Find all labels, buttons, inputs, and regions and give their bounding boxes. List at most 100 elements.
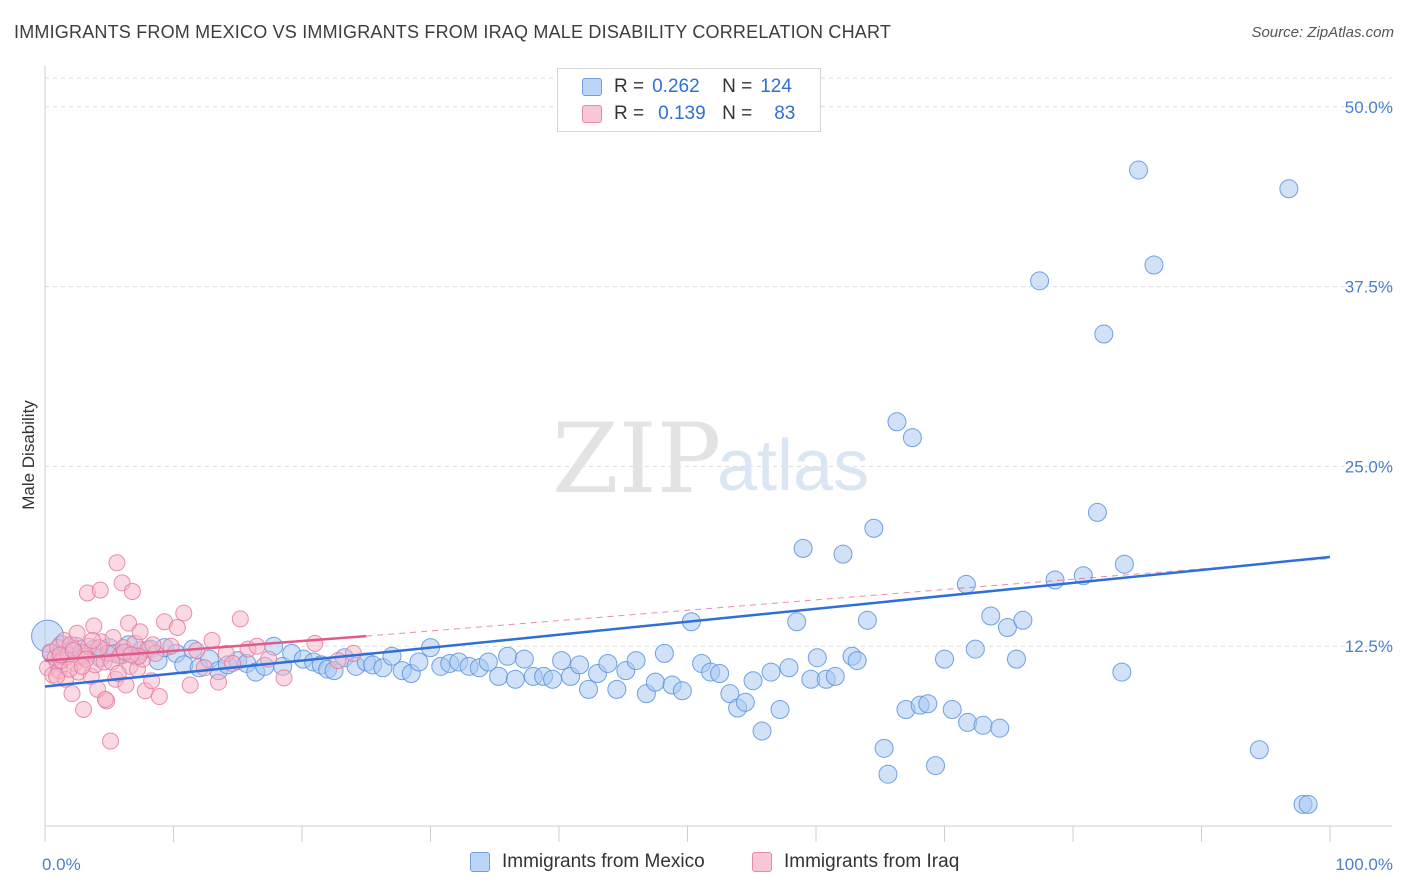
legend-r-value: 0.139 [658,103,706,124]
mexico-point[interactable] [743,671,763,691]
mexico-point[interactable] [672,681,692,701]
iraq-point[interactable] [75,700,93,718]
iraq-point[interactable] [96,690,114,708]
iraq-point[interactable] [344,644,362,662]
mexico-point[interactable] [1144,255,1164,275]
mexico-point[interactable] [825,666,845,686]
mexico-point[interactable] [973,715,993,735]
watermark: ZIP atlas [552,403,869,515]
mexico-point[interactable] [874,738,894,758]
mexico-point[interactable] [579,679,599,699]
mexico-point[interactable] [543,669,563,689]
iraq-point[interactable] [84,631,102,649]
mexico-point[interactable] [1013,610,1033,630]
mexico-point[interactable] [626,651,646,671]
mexico-trend-line [44,555,1331,688]
mexico-point[interactable] [926,756,946,776]
iraq-point[interactable] [63,685,81,703]
series-legend-iraq[interactable]: Immigrants from Iraq [752,851,959,873]
mexico-point[interactable] [878,764,898,784]
mexico-point[interactable] [1006,649,1026,669]
iraq-point[interactable] [203,631,221,649]
iraq-point[interactable] [144,636,162,654]
mexico-point[interactable] [1030,271,1050,291]
legend-n-label: N = [722,103,753,124]
x-tick-label-max: 100.0% [1335,855,1393,874]
iraq-point[interactable] [231,610,249,628]
mexico-point[interactable] [770,699,790,719]
mexico-point[interactable] [761,662,781,682]
iraq-point[interactable] [91,581,109,599]
mexico-point[interactable] [807,648,827,668]
mexico-point[interactable] [779,658,799,678]
iraq-point[interactable] [306,634,324,652]
mexico-point[interactable] [857,610,877,630]
iraq-point[interactable] [85,617,103,635]
series-legend-label: Immigrants from Mexico [502,851,705,872]
mexico-point[interactable] [552,651,572,671]
legend-row-mexico: R = 0.262 N = 124 [582,75,792,99]
mexico-point[interactable] [902,428,922,448]
mexico-point[interactable] [514,649,534,669]
iraq-point[interactable] [131,623,149,641]
mexico-point[interactable] [1129,160,1149,180]
mexico-point[interactable] [793,538,813,558]
mexico-point[interactable] [570,655,590,675]
mexico-point[interactable] [654,643,674,663]
mexico-point[interactable] [787,612,807,632]
iraq-point[interactable] [120,614,138,632]
iraq-point[interactable] [102,732,120,750]
mexico-point[interactable] [607,679,627,699]
mexico-point[interactable] [478,652,498,672]
mexico-point[interactable] [965,639,985,659]
iraq-point[interactable] [123,583,141,601]
mexico-point[interactable] [598,653,618,673]
iraq-point[interactable] [73,657,91,675]
legend-swatch-iraq [582,105,602,123]
watermark-atlas: atlas [717,426,869,506]
mexico-point[interactable] [752,721,772,741]
mexico-point[interactable] [1298,794,1318,814]
mexico-point[interactable] [956,574,976,594]
iraq-point[interactable] [168,618,186,636]
mexico-point[interactable] [1087,502,1107,522]
mexico-point[interactable] [1094,324,1114,344]
mexico-point[interactable] [847,651,867,671]
mexico-point[interactable] [833,544,853,564]
mexico-point[interactable] [1279,179,1299,199]
iraq-point[interactable] [175,604,193,622]
mexico-point[interactable] [1112,662,1132,682]
series-legend-mexico[interactable]: Immigrants from Mexico [470,851,705,873]
mexico-point[interactable] [981,606,1001,626]
iraq-point[interactable] [150,688,168,706]
mexico-point[interactable] [1114,554,1134,574]
mexico-point[interactable] [409,652,429,672]
iraq-point[interactable] [181,676,199,694]
iraq-point[interactable] [209,673,227,691]
iraq-point[interactable] [275,669,293,687]
iraq-point[interactable] [68,624,86,642]
mexico-point[interactable] [990,718,1010,738]
mexico-point[interactable] [997,617,1017,637]
legend-swatch-mexico [582,78,602,96]
mexico-point[interactable] [505,669,525,689]
iraq-point[interactable] [108,554,126,572]
y-tick-label: 12.5% [1345,637,1393,656]
mexico-point[interactable] [887,412,907,432]
watermark-zip: ZIP [552,403,721,515]
mexico-point[interactable] [942,699,962,719]
iraq-point[interactable] [248,637,266,655]
mexico-point[interactable] [710,664,730,684]
mexico-point[interactable] [735,692,755,712]
mexico-point[interactable] [645,672,665,692]
iraq-point[interactable] [195,659,213,677]
mexico-point[interactable] [935,649,954,669]
mexico-point[interactable] [918,694,938,714]
mexico-point[interactable] [864,518,884,538]
mexico-point[interactable] [958,712,978,732]
mexico-point[interactable] [498,646,518,666]
mexico-point[interactable] [1249,740,1269,760]
iraq-point[interactable] [104,629,122,647]
iraq-point[interactable] [329,652,347,670]
mexico-point[interactable] [489,666,509,686]
